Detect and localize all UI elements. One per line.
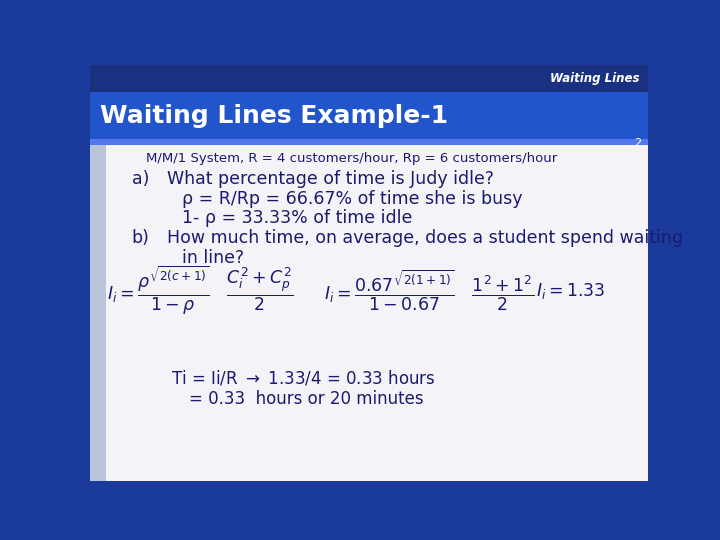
Text: Ti = Ii/R $\rightarrow$ 1.33/4 = 0.33 hours: Ti = Ii/R $\rightarrow$ 1.33/4 = 0.33 ho… [171, 368, 436, 387]
Text: Waiting Lines: Waiting Lines [550, 72, 639, 85]
Bar [90, 145, 648, 481]
Text: What percentage of time is Judy idle?: What percentage of time is Judy idle? [167, 170, 494, 187]
Text: How much time, on average, does a student spend waiting: How much time, on average, does a studen… [167, 230, 683, 247]
Bar [90, 65, 648, 92]
Text: = 0.33  hours or 20 minutes: = 0.33 hours or 20 minutes [189, 390, 424, 408]
Text: b): b) [132, 230, 150, 247]
Text: 1- ρ = 33.33% of time idle: 1- ρ = 33.33% of time idle [182, 210, 413, 227]
Bar [90, 92, 648, 140]
Text: a): a) [132, 170, 149, 187]
Text: in line?: in line? [182, 249, 244, 267]
Text: Waiting Lines Example-1: Waiting Lines Example-1 [100, 104, 448, 127]
Text: ρ = R/Rp = 66.67% of time she is busy: ρ = R/Rp = 66.67% of time she is busy [182, 190, 523, 207]
Text: $I_i = \dfrac{0.67^{\sqrt{2(1+1)}}}{1-0.67} \quad \dfrac{1^2+1^2}{2}$: $I_i = \dfrac{0.67^{\sqrt{2(1+1)}}}{1-0.… [324, 269, 534, 314]
Bar [90, 145, 106, 481]
Text: $I_i = 1.33$: $I_i = 1.33$ [536, 281, 606, 301]
Text: 2: 2 [634, 138, 642, 147]
Text: $I_i = \dfrac{\rho^{\sqrt{2(c+1)}}}{1-\rho} \quad \dfrac{C_i^2 + C_p^2}{2}$: $I_i = \dfrac{\rho^{\sqrt{2(c+1)}}}{1-\r… [107, 265, 293, 318]
Bar [90, 139, 648, 145]
Text: M/M/1 System, R = 4 customers/hour, Rp = 6 customers/hour: M/M/1 System, R = 4 customers/hour, Rp =… [145, 152, 557, 165]
